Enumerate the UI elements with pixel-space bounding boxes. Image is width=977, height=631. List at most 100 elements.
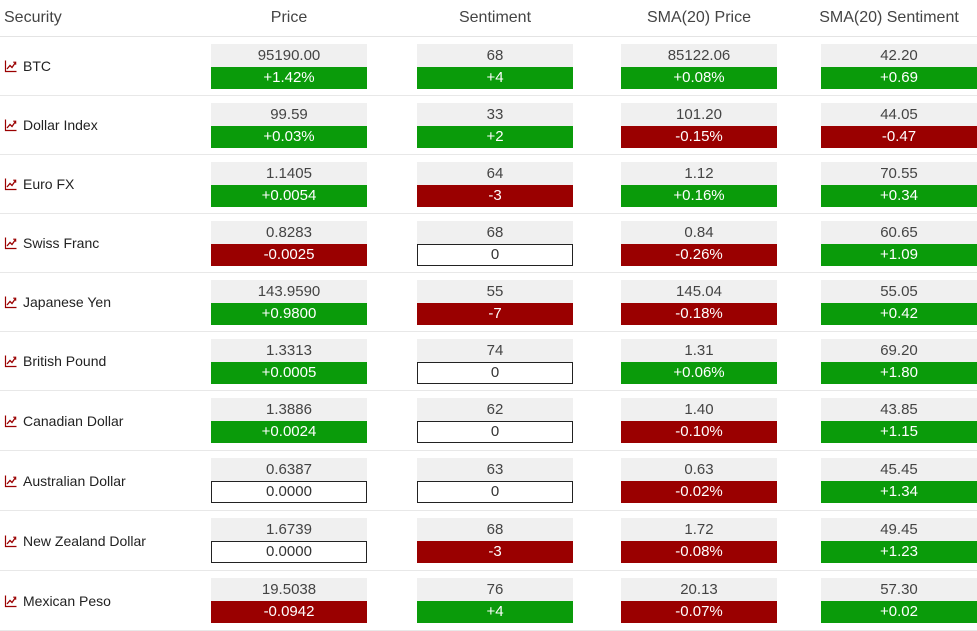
line-chart-icon[interactable] bbox=[4, 474, 18, 488]
sma-sentiment-change-badge: +0.34 bbox=[821, 184, 977, 207]
security-link[interactable]: BTC bbox=[4, 58, 185, 74]
price-cell: 1.3886 +0.0024 bbox=[185, 390, 393, 451]
security-cell: BTC bbox=[0, 36, 185, 96]
price-value: 1.3313 bbox=[211, 338, 367, 362]
security-name[interactable]: Australian Dollar bbox=[23, 472, 126, 489]
sentiment-box: 33 +2 bbox=[417, 102, 573, 148]
line-chart-icon[interactable] bbox=[4, 177, 18, 191]
security-link[interactable]: Dollar Index bbox=[4, 117, 185, 133]
table-row: Swiss Franc 0.8283 -0.0025 68 0 0.84 -0.26% 60.… bbox=[0, 213, 977, 273]
line-chart-icon[interactable] bbox=[4, 118, 18, 132]
security-link[interactable]: Mexican Peso bbox=[4, 593, 185, 609]
sentiment-box: 68 0 bbox=[417, 220, 573, 266]
price-box: 95190.00 +1.42% bbox=[211, 43, 367, 89]
price-value: 99.59 bbox=[211, 102, 367, 126]
sma-price-cell: 0.63 -0.02% bbox=[597, 450, 801, 511]
table-body: BTC 95190.00 +1.42% 68 +4 85122.06 +0.08% 42.20… bbox=[0, 36, 977, 631]
sma-sentiment-value: 55.05 bbox=[821, 279, 977, 303]
security-cell: British Pound bbox=[0, 331, 185, 391]
line-chart-icon[interactable] bbox=[4, 59, 18, 73]
sma-sentiment-box: 42.20 +0.69 bbox=[821, 43, 977, 89]
line-chart-icon[interactable] bbox=[4, 354, 18, 368]
header-sma-sentiment[interactable]: SMA(20) Sentiment bbox=[801, 0, 977, 37]
sma-price-box: 145.04 -0.18% bbox=[621, 279, 777, 325]
price-cell: 0.6387 0.0000 bbox=[185, 450, 393, 511]
sma-sentiment-cell: 44.05 -0.47 bbox=[801, 95, 977, 155]
security-link[interactable]: Euro FX bbox=[4, 176, 185, 192]
security-cell: Canadian Dollar bbox=[0, 390, 185, 451]
header-sentiment[interactable]: Sentiment bbox=[393, 0, 597, 37]
price-change-badge: +0.9800 bbox=[211, 302, 367, 325]
security-link[interactable]: Japanese Yen bbox=[4, 294, 185, 310]
price-box: 1.6739 0.0000 bbox=[211, 518, 367, 563]
sma-price-box: 1.40 -0.10% bbox=[621, 398, 777, 443]
sma-price-change-badge: -0.07% bbox=[621, 601, 777, 623]
sentiment-change-badge: -3 bbox=[417, 541, 573, 563]
sentiment-cell: 68 +4 bbox=[393, 36, 597, 96]
sentiment-cell: 33 +2 bbox=[393, 95, 597, 155]
price-cell: 0.8283 -0.0025 bbox=[185, 213, 393, 273]
line-chart-icon[interactable] bbox=[4, 295, 18, 309]
sentiment-change-badge: 0 bbox=[417, 361, 573, 384]
sma-price-cell: 0.84 -0.26% bbox=[597, 213, 801, 273]
security-name[interactable]: New Zealand Dollar bbox=[23, 532, 146, 549]
sentiment-box: 68 +4 bbox=[417, 43, 573, 89]
security-name[interactable]: Canadian Dollar bbox=[23, 412, 124, 429]
security-name[interactable]: Japanese Yen bbox=[23, 294, 111, 310]
security-name[interactable]: Euro FX bbox=[23, 176, 75, 192]
sma-sentiment-cell: 43.85 +1.15 bbox=[801, 390, 977, 451]
price-change-badge: +0.03% bbox=[211, 125, 367, 148]
table-row: British Pound 1.3313 +0.0005 74 0 1.31 +0.06% 6… bbox=[0, 331, 977, 391]
price-value: 95190.00 bbox=[211, 43, 367, 67]
line-chart-icon[interactable] bbox=[4, 414, 18, 428]
security-link[interactable]: New Zealand Dollar bbox=[4, 533, 185, 549]
sma-sentiment-change-badge: +0.42 bbox=[821, 302, 977, 325]
sma-price-value: 85122.06 bbox=[621, 43, 777, 67]
sma-sentiment-change-badge: +1.09 bbox=[821, 243, 977, 266]
price-box: 1.1405 +0.0054 bbox=[211, 161, 367, 207]
line-chart-icon[interactable] bbox=[4, 594, 18, 608]
sma-price-change-badge: -0.26% bbox=[621, 243, 777, 266]
price-value: 19.5038 bbox=[211, 578, 367, 601]
sma-sentiment-value: 57.30 bbox=[821, 578, 977, 601]
sentiment-change-badge: -7 bbox=[417, 302, 573, 325]
sma-price-box: 85122.06 +0.08% bbox=[621, 43, 777, 89]
price-box: 1.3313 +0.0005 bbox=[211, 338, 367, 384]
price-change-badge: 0.0000 bbox=[211, 481, 367, 503]
security-name[interactable]: Mexican Peso bbox=[23, 592, 111, 609]
security-name[interactable]: BTC bbox=[23, 58, 51, 74]
sentiment-value: 74 bbox=[417, 338, 573, 362]
sma-sentiment-value: 43.85 bbox=[821, 398, 977, 421]
security-link[interactable]: Australian Dollar bbox=[4, 473, 185, 489]
sma-price-cell: 20.13 -0.07% bbox=[597, 570, 801, 631]
price-cell: 1.3313 +0.0005 bbox=[185, 331, 393, 391]
sentiment-box: 62 0 bbox=[417, 398, 573, 443]
sentiment-cell: 74 0 bbox=[393, 331, 597, 391]
security-link[interactable]: British Pound bbox=[4, 353, 185, 369]
sma-sentiment-cell: 69.20 +1.80 bbox=[801, 331, 977, 391]
sma-sentiment-cell: 57.30 +0.02 bbox=[801, 570, 977, 631]
security-link[interactable]: Canadian Dollar bbox=[4, 413, 185, 429]
line-chart-icon[interactable] bbox=[4, 236, 18, 250]
sentiment-value: 63 bbox=[417, 458, 573, 481]
line-chart-icon[interactable] bbox=[4, 534, 18, 548]
sma-sentiment-box: 45.45 +1.34 bbox=[821, 458, 977, 503]
security-name[interactable]: British Pound bbox=[23, 353, 107, 369]
sentiment-cell: 55 -7 bbox=[393, 272, 597, 332]
sma-price-cell: 145.04 -0.18% bbox=[597, 272, 801, 332]
header-sma-price[interactable]: SMA(20) Price bbox=[597, 0, 801, 37]
price-box: 0.8283 -0.0025 bbox=[211, 220, 367, 266]
price-change-badge: -0.0025 bbox=[211, 243, 367, 266]
header-row: Security Price Sentiment SMA(20) Price S… bbox=[0, 0, 977, 37]
security-link[interactable]: Swiss Franc bbox=[4, 235, 185, 251]
sentiment-change-badge: +4 bbox=[417, 601, 573, 623]
security-name[interactable]: Swiss Franc bbox=[23, 235, 100, 251]
sentiment-value: 68 bbox=[417, 518, 573, 541]
security-name[interactable]: Dollar Index bbox=[23, 117, 98, 133]
header-price[interactable]: Price bbox=[185, 0, 393, 37]
security-cell: Mexican Peso bbox=[0, 570, 185, 631]
sma-price-box: 20.13 -0.07% bbox=[621, 578, 777, 623]
sentiment-value: 68 bbox=[417, 220, 573, 244]
header-security[interactable]: Security bbox=[0, 0, 185, 37]
sma-price-change-badge: +0.08% bbox=[621, 66, 777, 89]
